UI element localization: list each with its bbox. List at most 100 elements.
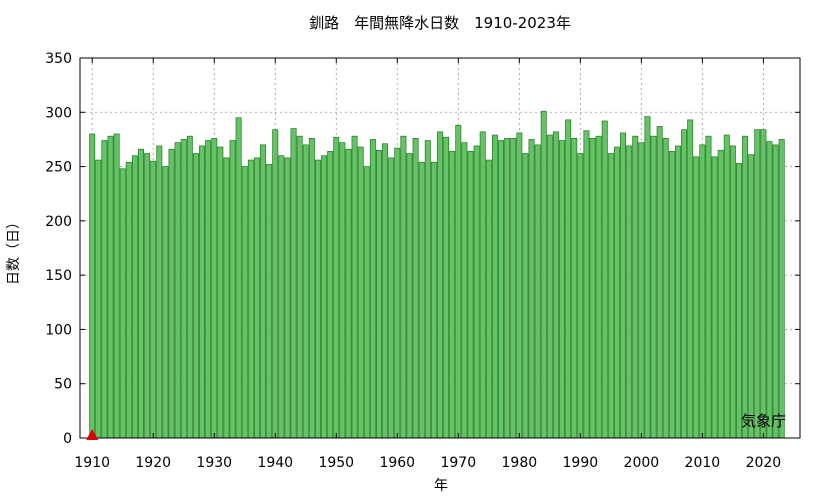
bar-1947 — [314, 159, 321, 439]
bar-1997 — [620, 132, 627, 439]
x-tick-label: 1990 — [563, 455, 599, 471]
y-tick-label: 350 — [45, 51, 72, 67]
bar-1930 — [211, 137, 218, 439]
bar-2008 — [687, 119, 694, 439]
triangle-marker-icon — [86, 429, 99, 440]
bar-1938 — [260, 144, 267, 439]
bar-1949 — [327, 151, 334, 439]
bar-2003 — [656, 126, 663, 439]
bar-1976 — [491, 134, 498, 439]
bar-1957 — [376, 149, 382, 439]
bar-1965 — [424, 140, 431, 439]
bar-1994 — [601, 120, 608, 439]
bar-1910 — [89, 133, 96, 439]
bar-1911 — [95, 159, 102, 439]
bar-1950 — [333, 136, 340, 439]
bar-1975 — [485, 159, 492, 439]
x-tick-label: 1980 — [502, 455, 538, 471]
bar-1999 — [632, 135, 639, 439]
bar-2001 — [644, 116, 651, 439]
bar-1959 — [388, 157, 395, 439]
bar-1969 — [449, 151, 456, 439]
bar-1918 — [138, 148, 144, 439]
bar-1946 — [308, 137, 315, 439]
bar-2016 — [736, 162, 742, 439]
bar-1953 — [351, 135, 358, 439]
bar-1984 — [540, 110, 547, 439]
bar-2009 — [693, 156, 700, 439]
bar-1951 — [339, 142, 346, 439]
x-tick-label: 2000 — [624, 455, 660, 471]
bar-2004 — [662, 137, 669, 439]
bar-1931 — [217, 146, 224, 439]
bar-2014 — [723, 134, 730, 439]
bar-1922 — [162, 166, 169, 439]
bar-1961 — [400, 135, 407, 439]
x-tick-label: 2010 — [685, 455, 721, 471]
bar-1987 — [559, 140, 566, 439]
bar-1991 — [583, 130, 590, 439]
bar-1924 — [174, 142, 181, 439]
bar-1927 — [192, 153, 199, 439]
bar-1995 — [607, 153, 614, 439]
bar-2006 — [674, 145, 681, 439]
bar-1988 — [565, 119, 572, 439]
bar-1937 — [253, 157, 260, 439]
bar-2013 — [717, 149, 724, 439]
bar-1978 — [504, 137, 511, 439]
watermark-label: 気象庁 — [741, 412, 786, 430]
bar-1932 — [223, 157, 230, 439]
bar-1954 — [357, 146, 364, 439]
bar-2018 — [748, 154, 755, 439]
y-axis-ticks: 0 50 100 150 200 250 300 350 — [45, 51, 800, 447]
bar-2002 — [650, 135, 657, 439]
bar-1914 — [113, 133, 120, 439]
bar-1992 — [589, 137, 596, 439]
bar-1971 — [461, 142, 468, 439]
chart-title: 釧路 年間無降水日数 1910-2023年 — [309, 14, 571, 32]
bar-1981 — [522, 153, 529, 439]
bar-1977 — [498, 140, 504, 439]
y-tick-label: 100 — [45, 322, 72, 338]
bar-2010 — [699, 144, 706, 439]
bar-1945 — [302, 144, 309, 439]
bar-1966 — [430, 161, 437, 439]
y-tick-label: 50 — [54, 377, 72, 393]
bar-1919 — [144, 153, 151, 439]
bar-1982 — [528, 139, 535, 439]
x-tick-label: 1930 — [196, 455, 232, 471]
bar-1980 — [516, 132, 523, 439]
bar-2022 — [772, 144, 779, 439]
y-tick-label: 150 — [45, 268, 72, 284]
bar-2007 — [681, 129, 688, 439]
bar-1952 — [345, 148, 352, 439]
bar-1963 — [412, 137, 419, 439]
bar-1983 — [534, 144, 541, 439]
bar-2005 — [668, 151, 675, 439]
bar-1960 — [394, 147, 401, 439]
bar-1998 — [626, 145, 633, 439]
bar-1990 — [577, 153, 584, 439]
bar-2000 — [638, 142, 645, 439]
bar-2015 — [729, 145, 736, 439]
bar-1985 — [546, 134, 553, 439]
bar-2019 — [754, 129, 761, 439]
bar-1943 — [290, 128, 297, 439]
x-tick-label: 1960 — [379, 455, 415, 471]
bar-1913 — [107, 135, 114, 439]
bar-1944 — [296, 135, 303, 439]
y-tick-label: 250 — [45, 160, 72, 176]
bar-1933 — [229, 140, 236, 439]
bar-1958 — [382, 143, 389, 439]
bar-1912 — [101, 140, 108, 439]
bar-1989 — [571, 137, 578, 439]
x-tick-label: 1970 — [440, 455, 476, 471]
x-tick-label: 1940 — [257, 455, 293, 471]
bar-1917 — [131, 155, 138, 439]
bar-1935 — [241, 166, 248, 439]
bar-1942 — [284, 157, 291, 439]
bar-1972 — [467, 151, 474, 439]
x-axis-label: 年 — [434, 478, 448, 494]
y-tick-label: 300 — [45, 105, 72, 121]
